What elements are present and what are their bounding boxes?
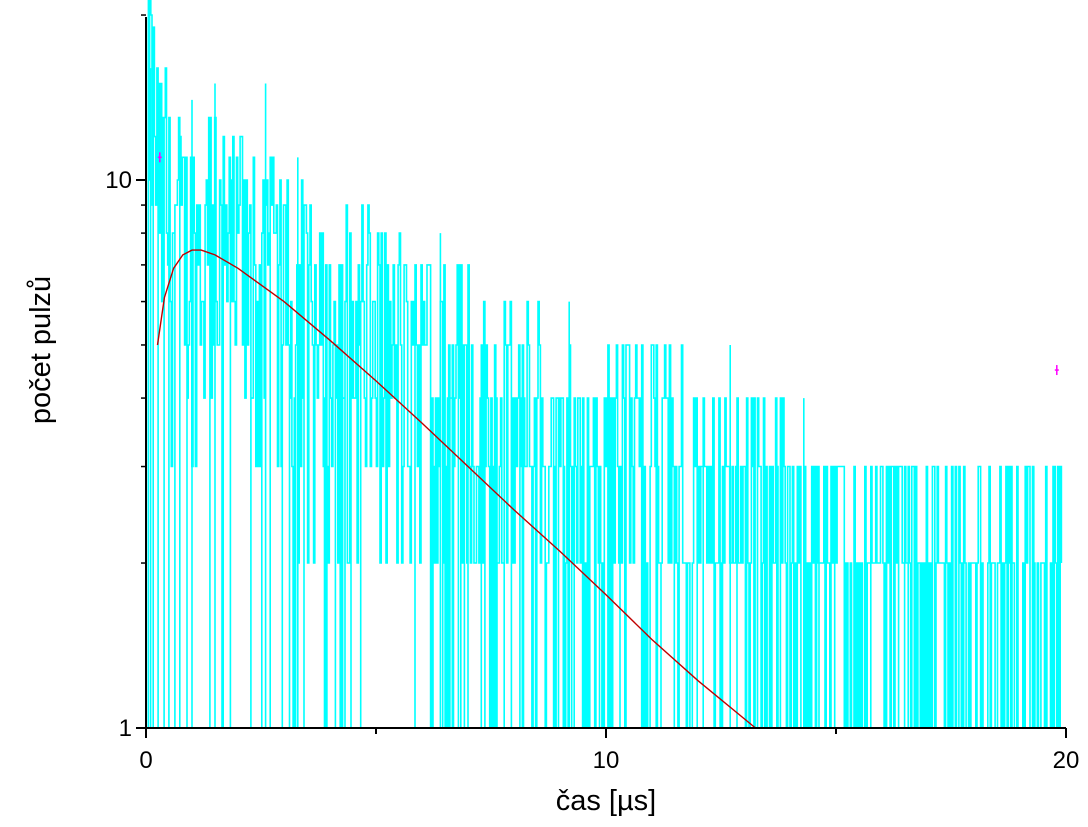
marker-series xyxy=(157,152,1059,376)
fit-series xyxy=(156,249,756,729)
histogram-trace xyxy=(147,0,1063,729)
x-tick-label: 0 xyxy=(139,747,152,774)
y-tick-label: 10 xyxy=(105,167,132,194)
x-tick-label: 10 xyxy=(593,747,620,774)
fit-curve xyxy=(156,249,756,729)
y-axis-title: počet pulzů xyxy=(25,276,57,424)
histogram-series xyxy=(147,0,1063,729)
ticks: 0 10 20 1 10 xyxy=(105,14,1080,774)
x-tick-label: 20 xyxy=(1053,747,1080,774)
y-tick-label: 1 xyxy=(119,715,132,742)
x-axis-title: čas [µs] xyxy=(556,785,657,817)
